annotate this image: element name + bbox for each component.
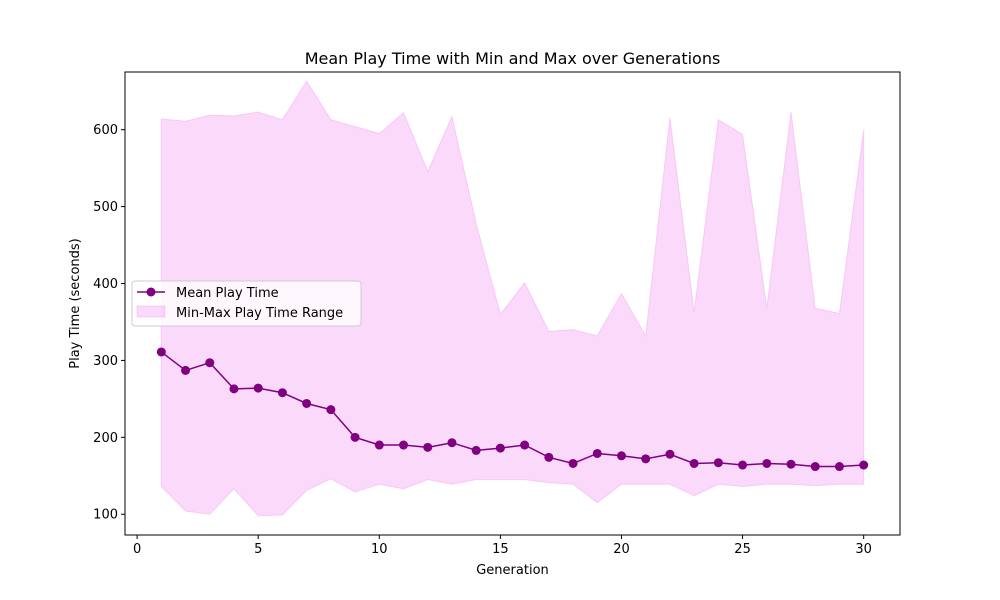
x-tick-label: 30 [855, 542, 872, 557]
mean-point-gen-22 [665, 449, 675, 459]
mean-point-gen-13 [447, 438, 457, 448]
mean-point-gen-26 [762, 458, 772, 468]
x-tick-label: 0 [133, 542, 141, 557]
x-tick-label: 15 [492, 542, 509, 557]
mean-point-gen-9 [350, 432, 360, 442]
mean-point-gen-12 [423, 442, 433, 452]
y-tick-label: 300 [93, 354, 118, 369]
mean-point-gen-24 [713, 458, 723, 468]
mean-point-gen-4 [229, 384, 239, 394]
mean-point-gen-19 [592, 448, 602, 458]
legend-box [131, 280, 362, 327]
mean-point-gen-16 [520, 440, 530, 450]
y-tick-label: 400 [93, 277, 118, 292]
legend-mean-label: Mean Play Time [176, 286, 279, 301]
mean-point-gen-25 [738, 460, 748, 470]
y-tick-label: 500 [93, 200, 118, 215]
mean-point-gen-11 [399, 440, 409, 450]
x-tick-label: 20 [613, 542, 630, 557]
mean-point-gen-30 [859, 460, 869, 470]
legend-range-label: Min-Max Play Time Range [176, 306, 343, 321]
mean-point-gen-20 [616, 451, 626, 461]
mean-point-gen-17 [544, 452, 554, 462]
mean-point-gen-29 [834, 462, 844, 472]
mean-point-gen-18 [568, 458, 578, 468]
y-tick-label: 100 [93, 508, 118, 523]
mean-point-gen-6 [277, 388, 287, 398]
mean-point-gen-23 [689, 458, 699, 468]
chart-title: Mean Play Time with Min and Max over Gen… [305, 49, 721, 68]
y-tick-label: 200 [93, 431, 118, 446]
mean-point-gen-8 [326, 405, 336, 415]
axes-frame [124, 71, 901, 536]
x-tick-label: 10 [371, 542, 388, 557]
y-axis-label: Play Time (seconds) [68, 238, 83, 368]
mean-point-gen-5 [253, 383, 263, 393]
legend-mean-marker [146, 287, 156, 297]
mean-point-gen-7 [302, 398, 312, 408]
mean-point-gen-2 [181, 365, 191, 375]
x-tick-label: 5 [254, 542, 262, 557]
y-tick-label: 600 [93, 123, 118, 138]
legend: Mean Play Time Min-Max Play Time Range [131, 280, 362, 327]
mean-point-gen-3 [205, 358, 215, 368]
mean-point-gen-15 [495, 443, 505, 453]
x-axis-label: Generation [476, 563, 549, 578]
mean-point-gen-21 [641, 454, 651, 464]
mean-point-gen-14 [471, 445, 481, 455]
mean-point-gen-28 [810, 462, 820, 472]
plot-area [156, 80, 869, 517]
mean-point-gen-27 [786, 459, 796, 469]
mean-point-gen-1 [156, 347, 166, 357]
x-tick-label: 25 [734, 542, 751, 557]
axis-ticks: 0 5 10 15 20 25 30 100 200 300 400 500 600 [93, 123, 872, 557]
min-max-range-area [160, 80, 865, 517]
mean-point-gen-10 [374, 440, 384, 450]
legend-range-swatch [136, 305, 166, 318]
